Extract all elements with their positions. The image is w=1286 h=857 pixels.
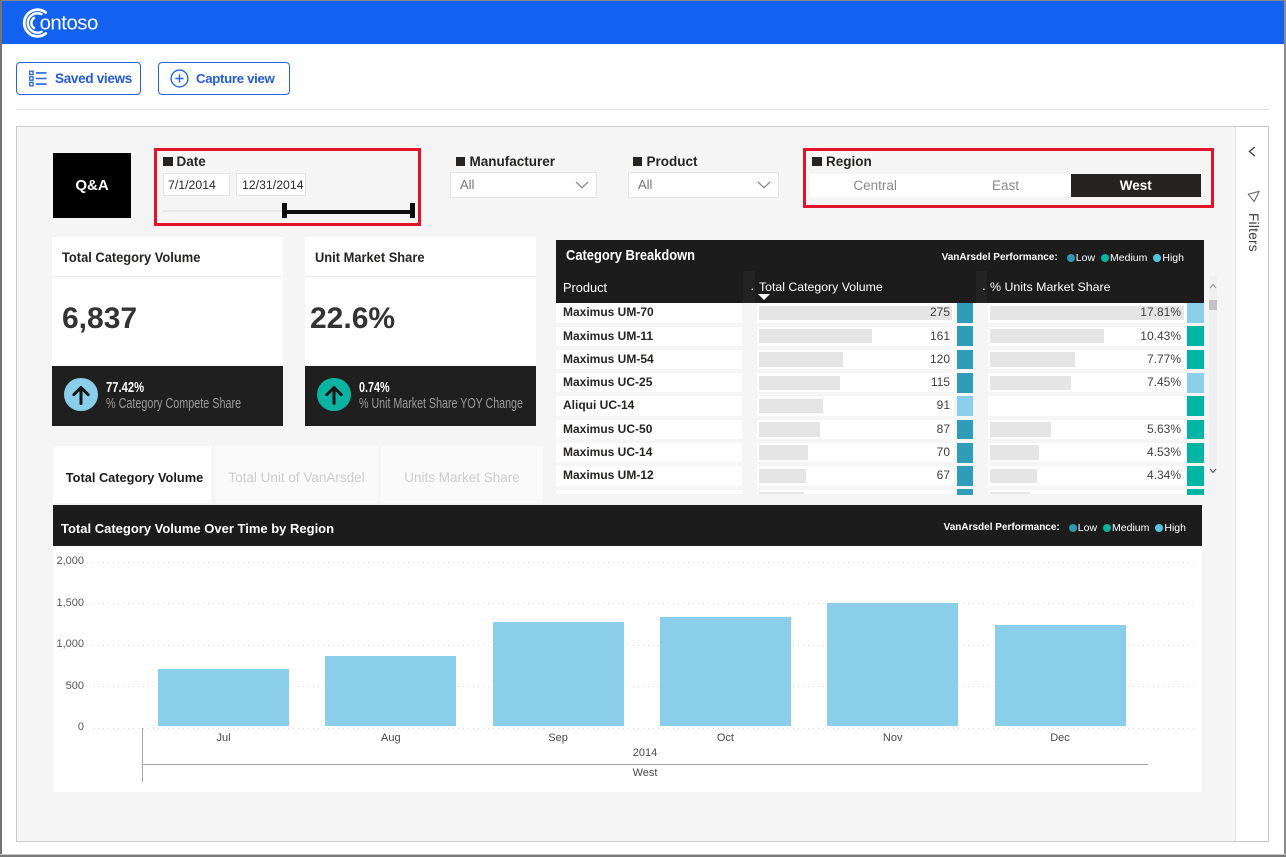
svg-text:ontoso: ontoso — [40, 12, 98, 34]
